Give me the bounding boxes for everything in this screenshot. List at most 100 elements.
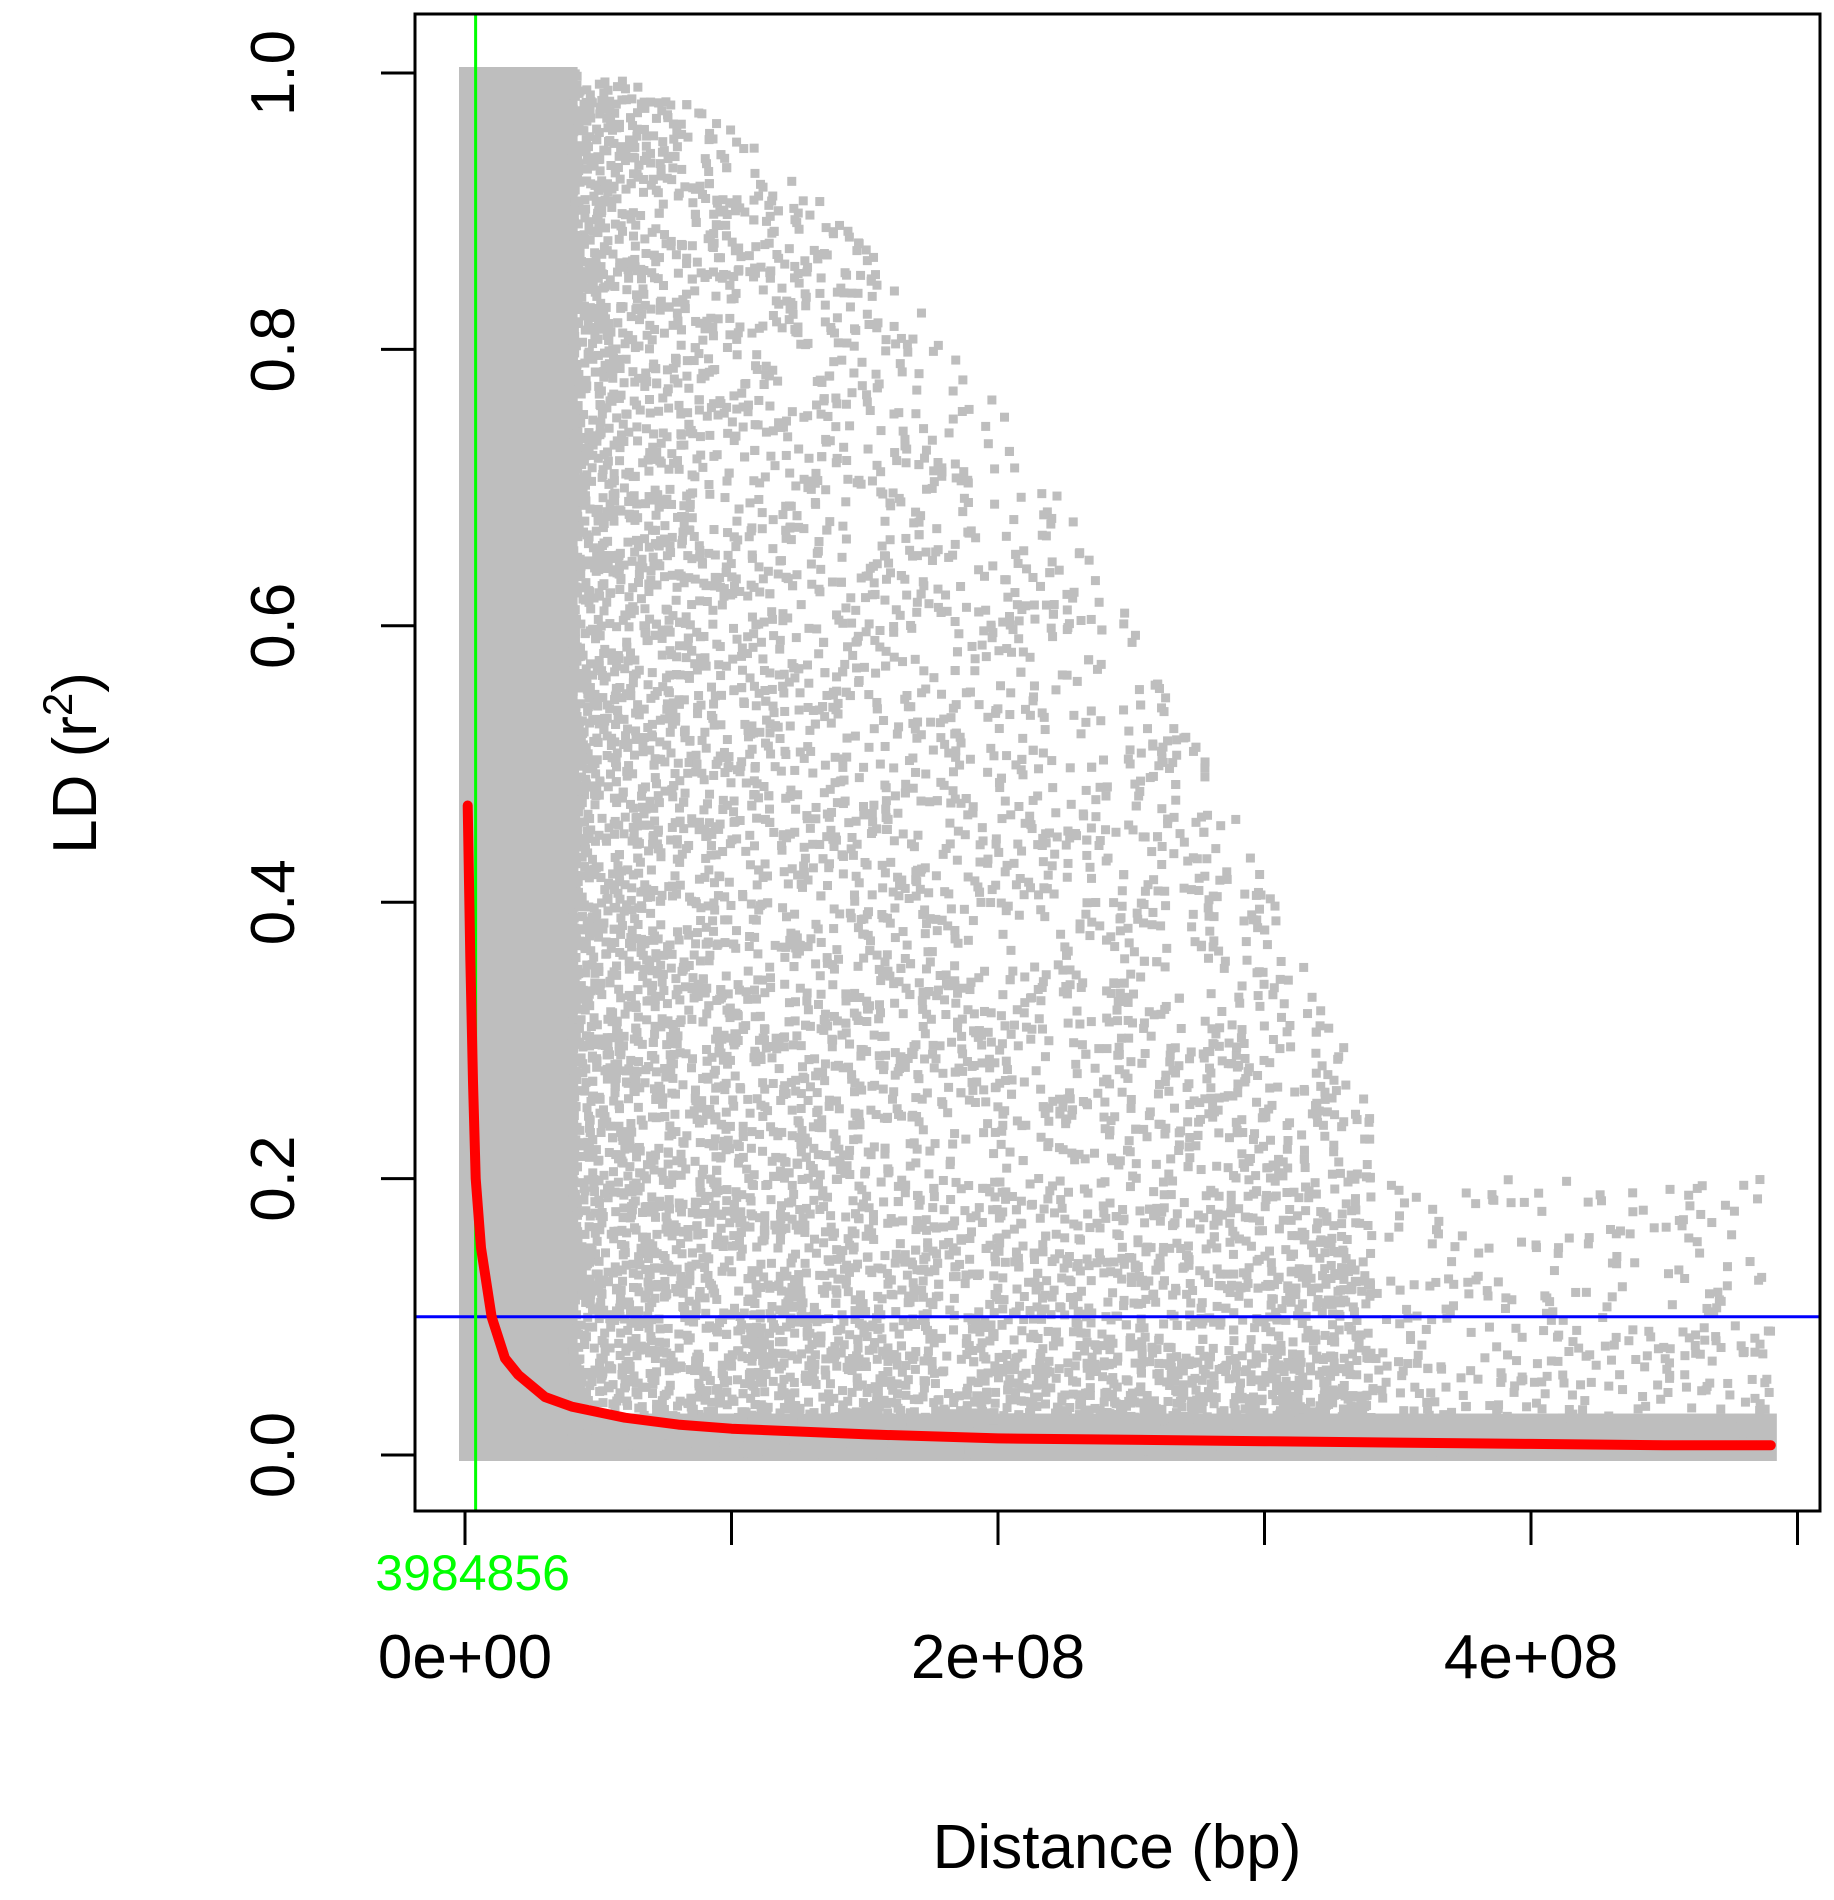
- scatter-point: [1324, 1023, 1334, 1033]
- scatter-point: [901, 779, 911, 789]
- scatter-point: [784, 998, 794, 1008]
- scatter-point: [574, 1004, 584, 1014]
- scatter-point: [685, 1269, 695, 1279]
- scatter-point: [748, 642, 758, 652]
- scatter-point: [1211, 1029, 1221, 1039]
- scatter-point: [832, 798, 842, 808]
- scatter-point: [594, 381, 604, 391]
- scatter-point: [612, 1024, 622, 1034]
- scatter-point: [1361, 1299, 1371, 1309]
- scatter-point: [1179, 1411, 1189, 1421]
- scatter-point: [987, 395, 997, 405]
- scatter-point: [1104, 1017, 1114, 1027]
- scatter-point: [581, 578, 591, 588]
- scatter-point: [603, 236, 613, 246]
- scatter-point: [1103, 853, 1113, 863]
- scatter-point: [595, 423, 605, 433]
- scatter-point: [938, 1175, 948, 1185]
- scatter-point: [1154, 761, 1164, 771]
- scatter-point: [1254, 1144, 1264, 1154]
- scatter-point: [816, 937, 826, 947]
- scatter-point: [1126, 1094, 1136, 1104]
- scatter-point: [858, 802, 868, 812]
- scatter-point: [736, 1251, 746, 1261]
- scatter-point: [906, 1257, 916, 1267]
- scatter-point: [606, 1322, 616, 1332]
- scatter-point: [828, 980, 838, 990]
- scatter-point: [1346, 1415, 1356, 1425]
- scatter-point: [901, 1390, 911, 1400]
- scatter-point: [790, 673, 800, 683]
- scatter-point: [1001, 1229, 1011, 1239]
- scatter-point: [911, 409, 921, 419]
- scatter-point: [675, 880, 685, 890]
- scatter-point: [796, 1104, 806, 1114]
- scatter-point: [921, 769, 931, 779]
- scatter-point: [892, 1360, 902, 1370]
- scatter-point: [779, 867, 789, 877]
- scatter-point: [1303, 1264, 1313, 1274]
- scatter-point: [1165, 1057, 1175, 1067]
- scatter-point: [670, 818, 680, 828]
- scatter-point: [622, 766, 632, 776]
- scatter-point: [723, 989, 733, 999]
- scatter-point: [743, 994, 753, 1004]
- scatter-point: [1057, 1273, 1067, 1283]
- scatter-point: [652, 580, 662, 590]
- scatter-point: [838, 762, 848, 772]
- scatter-point: [824, 859, 834, 869]
- scatter-point: [732, 334, 742, 344]
- scatter-point: [1091, 1366, 1101, 1376]
- scatter-point: [823, 1255, 833, 1265]
- scatter-point: [1339, 1353, 1349, 1363]
- scatter-point: [1063, 1258, 1073, 1268]
- scatter-point: [1327, 1169, 1337, 1179]
- scatter-point: [1060, 1214, 1070, 1224]
- scatter-point: [626, 1055, 636, 1065]
- scatter-point: [679, 501, 689, 511]
- scatter-point: [924, 1169, 934, 1179]
- scatter-point: [784, 315, 794, 325]
- scatter-point: [979, 1128, 989, 1138]
- scatter-point: [696, 1187, 706, 1197]
- scatter-point: [661, 97, 671, 107]
- scatter-point: [871, 1110, 881, 1120]
- scatter-point: [904, 894, 914, 904]
- scatter-point: [765, 401, 775, 411]
- scatter-point: [609, 967, 619, 977]
- scatter-point: [640, 1249, 650, 1259]
- scatter-point: [1075, 924, 1085, 934]
- scatter-point: [667, 449, 677, 459]
- scatter-point: [1214, 946, 1224, 956]
- scatter-point: [1253, 1070, 1263, 1080]
- scatter-point: [1165, 1243, 1175, 1253]
- scatter-point: [725, 1013, 735, 1023]
- scatter-point: [575, 86, 585, 96]
- scatter-point: [580, 358, 590, 368]
- scatter-point: [584, 755, 594, 765]
- scatter-point: [729, 391, 739, 401]
- scatter-point: [1200, 1369, 1210, 1379]
- scatter-point: [651, 1212, 661, 1222]
- scatter-point: [709, 720, 719, 730]
- scatter-point: [604, 1147, 614, 1157]
- scatter-point: [1025, 883, 1035, 893]
- scatter-point: [1269, 1160, 1279, 1170]
- scatter-point: [1070, 1155, 1080, 1165]
- scatter-point: [659, 950, 669, 960]
- scatter-point: [928, 346, 938, 356]
- scatter-point: [743, 1094, 753, 1104]
- scatter-point: [1125, 745, 1135, 755]
- scatter-point: [1019, 1008, 1029, 1018]
- scatter-point: [700, 324, 710, 334]
- scatter-point: [787, 176, 797, 186]
- scatter-point: [611, 661, 621, 671]
- scatter-point: [791, 633, 801, 643]
- scatter-point: [1080, 1346, 1090, 1356]
- scatter-point: [624, 1094, 634, 1104]
- scatter-point: [815, 1170, 825, 1180]
- scatter-point: [949, 1392, 959, 1402]
- scatter-point: [624, 622, 634, 632]
- scatter-point: [586, 659, 596, 669]
- scatter-point: [1145, 1417, 1155, 1427]
